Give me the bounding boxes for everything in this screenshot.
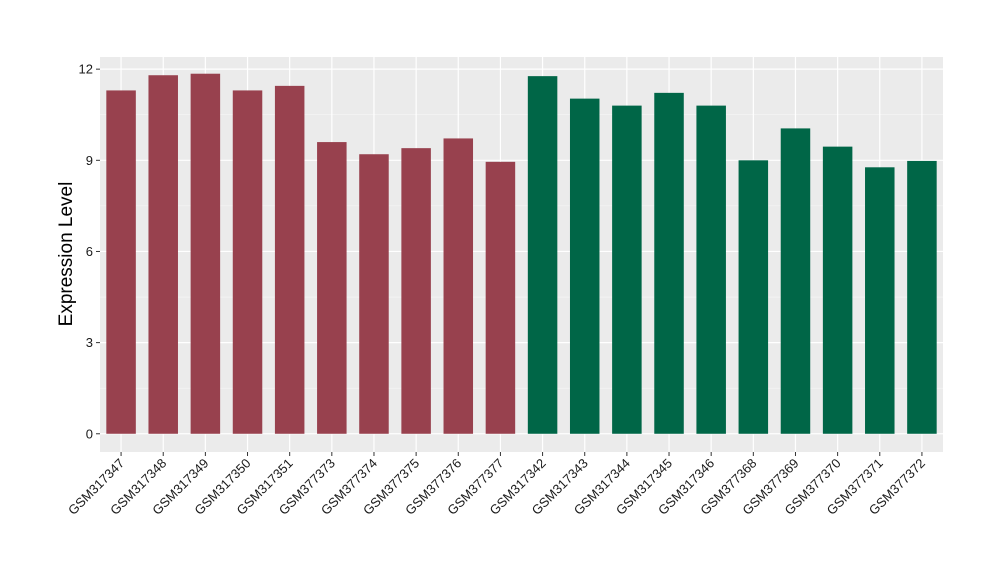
plot-panel (100, 57, 943, 452)
y-axis: 0 3 6 9 12 (79, 62, 100, 441)
bar-GSM317349 (190, 73, 221, 434)
bar-GSM317348 (148, 75, 178, 434)
y-tick-label: 12 (79, 62, 93, 77)
bar-GSM317344 (612, 105, 642, 434)
bar-GSM377377 (485, 161, 516, 434)
y-tick-label: 9 (86, 153, 93, 168)
bar-GSM317350 (232, 90, 263, 434)
bar-GSM377373 (317, 142, 347, 434)
bar-GSM377371 (865, 167, 895, 434)
bar-GSM377368 (738, 160, 769, 434)
bar-GSM377375 (401, 148, 431, 434)
bar-GSM377376 (443, 138, 474, 434)
y-tick-label: 3 (86, 335, 93, 350)
y-tick-label: 6 (86, 244, 93, 259)
bar-GSM317351 (274, 85, 305, 434)
bar-GSM317342 (527, 76, 558, 434)
bar-GSM317345 (654, 92, 684, 434)
y-axis-title: Expression Level (56, 182, 77, 327)
bar-GSM317347 (106, 90, 136, 434)
bars-group (106, 73, 937, 434)
y-tick-label: 0 (86, 426, 93, 441)
bar-GSM377370 (822, 146, 853, 434)
bar-GSM317346 (696, 105, 726, 434)
x-axis: GSM317347GSM317348GSM317349GSM317350GSM3… (65, 452, 928, 518)
bar-GSM377374 (359, 154, 389, 434)
bar-GSM377369 (780, 128, 811, 434)
bar-GSM317343 (569, 98, 600, 434)
bar-GSM377372 (907, 160, 937, 434)
